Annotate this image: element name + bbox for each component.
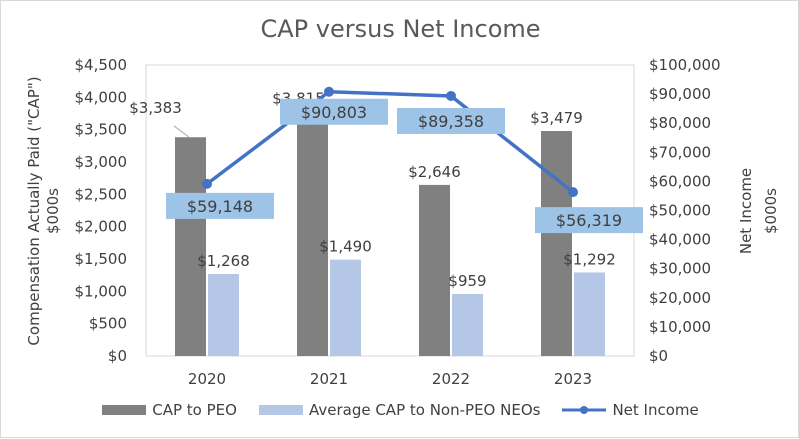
x-tick-label: 2021 bbox=[310, 370, 348, 388]
data-label-net-income-bg bbox=[397, 107, 505, 134]
net-income-point bbox=[202, 178, 212, 189]
bar-cap-peo bbox=[175, 137, 206, 356]
x-tick-label: 2023 bbox=[554, 370, 592, 388]
bar-cap-peo bbox=[297, 109, 328, 357]
bar-cap-neo bbox=[452, 293, 483, 356]
y-axis-title: Compensation Actually Paid ("CAP") bbox=[25, 76, 43, 345]
y-tick-label: $1,500 bbox=[75, 250, 128, 268]
y-tick-label: $500 bbox=[89, 315, 127, 333]
x-tick-label: 2022 bbox=[432, 370, 470, 388]
data-label-net-income: $59,148 bbox=[187, 197, 253, 216]
data-label-cap-peo: $3,479 bbox=[530, 109, 583, 127]
bar-cap-neo bbox=[330, 259, 361, 356]
data-label-net-income: $56,319 bbox=[556, 211, 622, 230]
y2-tick-label: $90,000 bbox=[649, 85, 711, 103]
net-income-point bbox=[324, 86, 334, 97]
data-label-cap-neo: $1,490 bbox=[319, 238, 372, 256]
legend-swatch bbox=[102, 405, 147, 415]
legend-item-net-income: Net Income bbox=[562, 401, 699, 419]
data-label-net-income: $90,803 bbox=[301, 103, 367, 122]
y-tick-label: $3,000 bbox=[75, 153, 128, 171]
net-income-point bbox=[568, 187, 578, 198]
net-income-line bbox=[205, 89, 575, 194]
data-label-net-income-bg bbox=[535, 207, 643, 234]
y-tick-label: $0 bbox=[108, 347, 127, 365]
leader-line bbox=[173, 125, 190, 138]
y-tick-label: $2,500 bbox=[75, 185, 128, 203]
y2-tick-label: $100,000 bbox=[649, 56, 721, 74]
legend: CAP to PEO Average CAP to Non-PEO NEOs N… bbox=[1, 401, 799, 419]
y-tick-label: $4,500 bbox=[75, 56, 128, 74]
y2-tick-label: $60,000 bbox=[649, 172, 711, 190]
data-label-cap-neo: $959 bbox=[448, 272, 486, 290]
y2-tick-label: $0 bbox=[649, 347, 668, 365]
y2-tick-label: $10,000 bbox=[649, 318, 711, 336]
y-tick-label: $3,500 bbox=[75, 121, 128, 139]
y-axis-title-unit: $000s bbox=[44, 188, 62, 234]
legend-label: CAP to PEO bbox=[152, 401, 237, 419]
data-label-cap-neo: $1,292 bbox=[563, 250, 616, 268]
y2-tick-label: $70,000 bbox=[649, 143, 711, 161]
y2-tick-label: $20,000 bbox=[649, 289, 711, 307]
legend-swatch bbox=[258, 405, 303, 415]
data-label-net-income-bg bbox=[280, 98, 388, 125]
data-label-net-income: $89,358 bbox=[418, 112, 484, 131]
y2-tick-label: $40,000 bbox=[649, 231, 711, 249]
data-label-net-income-bg bbox=[166, 192, 274, 219]
y2-axis-title: Net Income bbox=[737, 168, 755, 254]
legend-item-cap-neo: Average CAP to Non-PEO NEOs bbox=[258, 401, 541, 419]
data-label-cap-neo: $1,268 bbox=[197, 252, 250, 270]
y2-tick-label: $50,000 bbox=[649, 202, 711, 220]
legend-label: Net Income bbox=[612, 401, 699, 419]
legend-line-marker bbox=[562, 406, 607, 414]
legend-item-cap-peo: CAP to PEO bbox=[102, 401, 237, 419]
y-tick-label: $1,000 bbox=[75, 282, 128, 300]
bar-cap-neo bbox=[208, 274, 239, 356]
data-label-cap-peo: $2,646 bbox=[408, 163, 461, 181]
y-tick-label: $2,000 bbox=[75, 218, 128, 236]
y-tick-label: $4,000 bbox=[75, 88, 128, 106]
bar-cap-peo bbox=[541, 131, 572, 356]
data-label-cap-peo: $3,383 bbox=[129, 99, 182, 117]
y2-tick-label: $30,000 bbox=[649, 260, 711, 278]
x-tick-label: 2020 bbox=[188, 370, 226, 388]
legend-label: Average CAP to Non-PEO NEOs bbox=[308, 401, 541, 419]
net-income-point bbox=[446, 90, 456, 101]
bar-cap-peo bbox=[419, 184, 450, 356]
y2-axis-title-unit: $000s bbox=[762, 188, 780, 234]
y2-tick-label: $80,000 bbox=[649, 114, 711, 132]
chart-title: CAP versus Net Income bbox=[260, 15, 541, 43]
bar-cap-neo bbox=[574, 272, 605, 356]
